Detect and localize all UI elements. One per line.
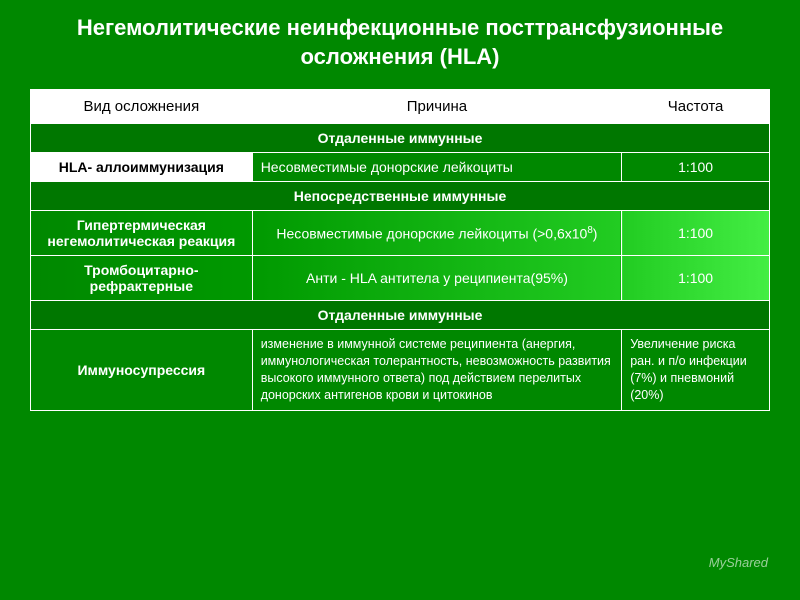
col-header-freq: Частота (622, 90, 770, 124)
section-row: Непосредственные иммунные (31, 182, 770, 211)
cell-cause: изменение в иммунной системе реципиента … (252, 330, 622, 411)
table-row: Тромбоцитарно- рефрактерные Анти - HLA а… (31, 256, 770, 301)
cell-type: HLA- аллоиммунизация (31, 153, 253, 182)
watermark-text: MyShared (709, 555, 768, 570)
cell-cause: Несовместимые донорские лейкоциты (252, 153, 622, 182)
cell-type: Иммуносупрессия (31, 330, 253, 411)
complications-table: Вид осложнения Причина Частота Отдаленны… (30, 89, 770, 411)
section-label: Непосредственные иммунные (31, 182, 770, 211)
section-row: Отдаленные иммунные (31, 301, 770, 330)
cell-cause: Несовместимые донорские лейкоциты (>0,6х… (252, 211, 622, 256)
page-title: Негемолитические неинфекционные посттран… (0, 0, 800, 89)
cell-type: Тромбоцитарно- рефрактерные (31, 256, 253, 301)
cell-cause: Анти - HLA антитела у реципиента(95%) (252, 256, 622, 301)
section-label: Отдаленные иммунные (31, 124, 770, 153)
cell-freq: 1:100 (622, 256, 770, 301)
col-header-type: Вид осложнения (31, 90, 253, 124)
section-label: Отдаленные иммунные (31, 301, 770, 330)
table-row: Гипертермическая негемолитическая реакци… (31, 211, 770, 256)
table-row: HLA- аллоиммунизация Несовместимые донор… (31, 153, 770, 182)
cell-freq: 1:100 (622, 211, 770, 256)
section-row: Отдаленные иммунные (31, 124, 770, 153)
cell-freq: 1:100 (622, 153, 770, 182)
cell-freq: Увеличение риска ран. и п/о инфекции (7%… (622, 330, 770, 411)
table-header-row: Вид осложнения Причина Частота (31, 90, 770, 124)
cell-type: Гипертермическая негемолитическая реакци… (31, 211, 253, 256)
col-header-cause: Причина (252, 90, 622, 124)
table-row: Иммуносупрессия изменение в иммунной сис… (31, 330, 770, 411)
